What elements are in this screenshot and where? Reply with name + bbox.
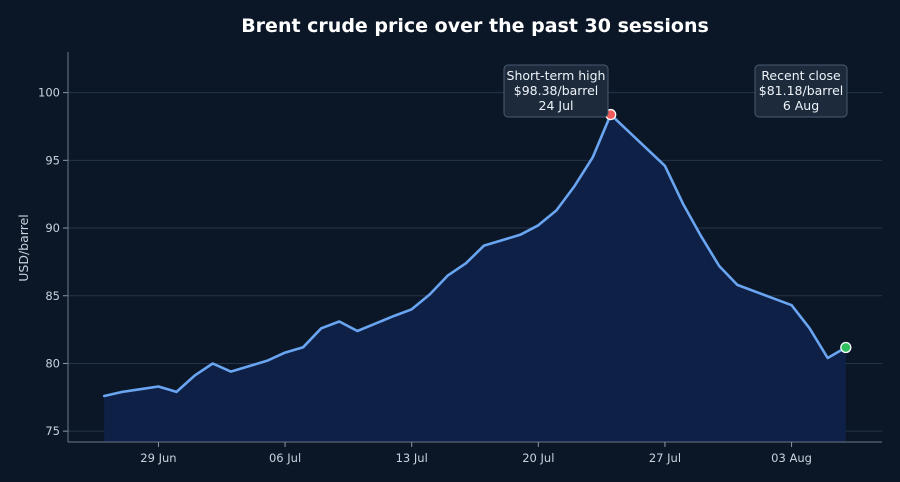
data-point <box>410 308 412 310</box>
data-point <box>447 274 449 276</box>
price-line <box>102 113 848 398</box>
data-point <box>555 209 557 211</box>
data-point <box>519 234 521 236</box>
data-point <box>465 262 467 264</box>
area-fill <box>104 114 846 442</box>
data-point <box>139 388 141 390</box>
data-point <box>338 320 340 322</box>
y-tick-label: 95 <box>45 153 60 167</box>
data-point <box>537 224 539 226</box>
y-tick-label: 100 <box>38 86 60 100</box>
data-point <box>682 202 684 204</box>
data-point <box>175 391 177 393</box>
x-tick-label: 13 Jul <box>396 451 428 465</box>
data-point <box>700 235 702 237</box>
annotation-line: $98.38/barrel <box>514 83 599 98</box>
data-point <box>356 330 358 332</box>
y-tick-label: 90 <box>45 221 60 235</box>
annotation-line: 6 Aug <box>783 98 819 113</box>
annotation-line: 24 Jul <box>539 98 574 113</box>
axis-layer: 75 80 85 90 95 100 29 Jun 06 Jul 13 Jul 20 Jul 27 … <box>38 52 882 465</box>
data-point <box>827 357 829 359</box>
data-point <box>230 370 232 372</box>
data-point <box>718 265 720 267</box>
data-point <box>157 385 159 387</box>
data-point <box>302 346 304 348</box>
chart-title: Brent crude price over the past 30 sessi… <box>241 15 709 37</box>
data-point <box>320 327 322 329</box>
annotation-box <box>754 64 848 118</box>
data-point <box>483 244 485 246</box>
x-tick-label: 03 Aug <box>771 451 812 465</box>
x-tick-label: 27 Jul <box>649 451 681 465</box>
area-layer <box>102 113 848 442</box>
data-point <box>193 374 195 376</box>
x-tick-label: 29 Jun <box>140 451 176 465</box>
y-axis-label: USD/barrel <box>16 214 31 281</box>
data-point <box>808 327 810 329</box>
data-point <box>284 351 286 353</box>
data-point <box>790 304 792 306</box>
data-point <box>266 360 268 362</box>
data-point <box>429 293 431 295</box>
marker-layer <box>605 108 852 354</box>
close-marker <box>840 341 852 354</box>
annotation-line: $81.18/barrel <box>759 83 844 98</box>
y-tick-label: 80 <box>45 356 60 370</box>
annotation-line: Short-term high <box>507 68 606 83</box>
data-point <box>103 395 105 397</box>
data-point <box>121 391 123 393</box>
y-tick-label: 75 <box>45 424 60 438</box>
annotation-line: Recent close <box>761 68 841 83</box>
data-point <box>212 362 214 364</box>
x-tick-label: 20 Jul <box>522 451 554 465</box>
x-tick-label: 06 Jul <box>269 451 301 465</box>
data-point <box>664 165 666 167</box>
annotation-box <box>503 64 609 118</box>
data-point <box>573 185 575 187</box>
data-point <box>736 284 738 286</box>
data-point <box>591 156 593 158</box>
y-tick-label: 85 <box>45 289 60 303</box>
data-point <box>392 315 394 317</box>
